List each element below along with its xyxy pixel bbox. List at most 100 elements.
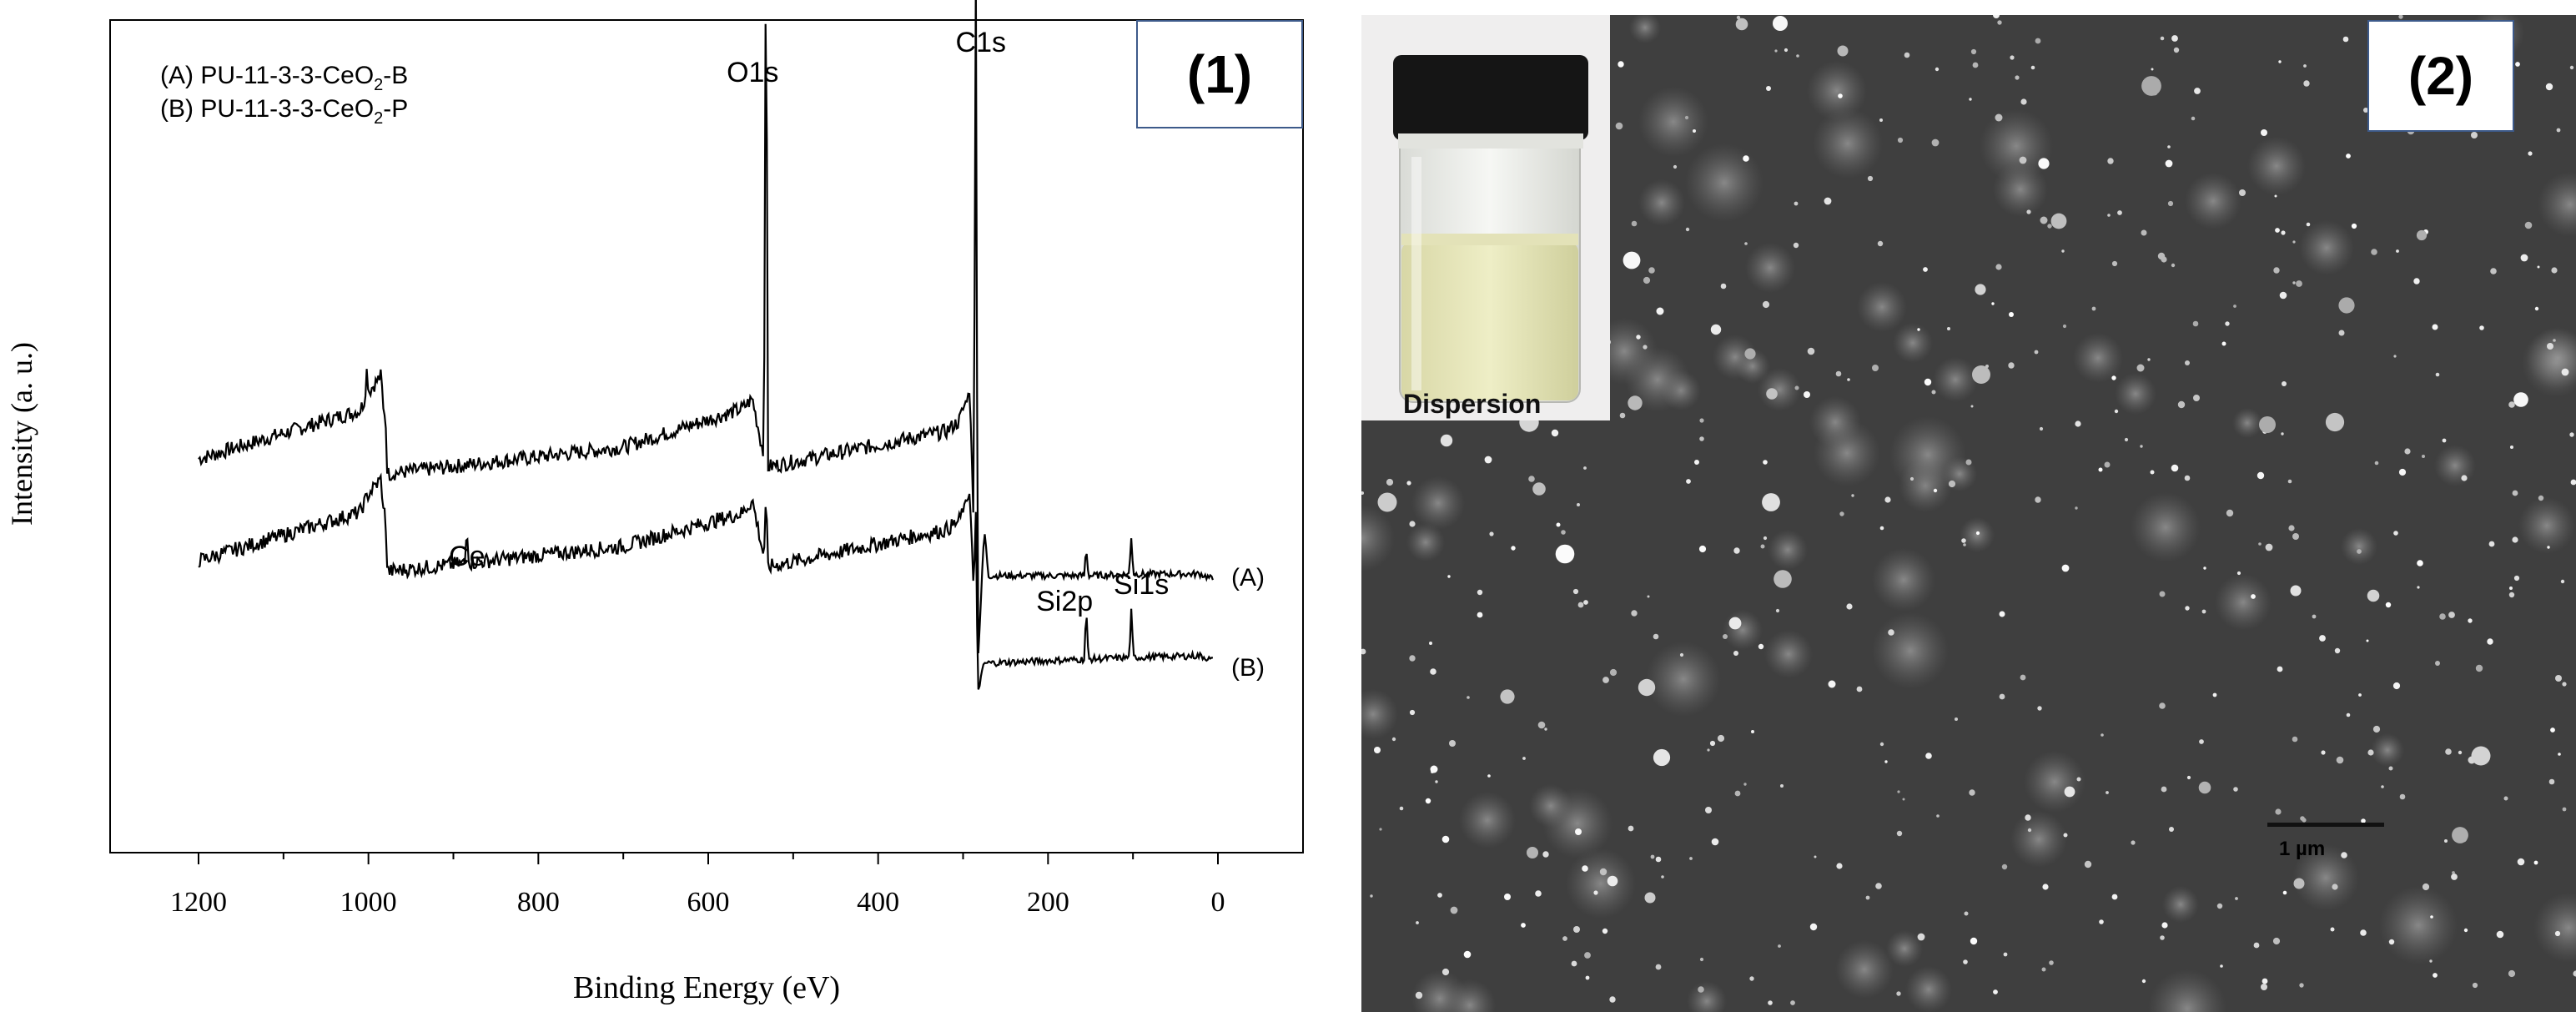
particle	[2185, 360, 2190, 365]
x-tick-label-400: 400	[857, 887, 899, 918]
particle	[2171, 464, 2179, 472]
particle	[1970, 937, 1978, 945]
particle	[1415, 991, 1423, 999]
particle-halo	[2131, 492, 2201, 562]
particle	[2091, 306, 2096, 311]
particle	[1655, 964, 1662, 970]
particle	[1521, 923, 1526, 928]
particle	[2030, 65, 2035, 70]
particle-halo	[1942, 456, 1977, 491]
particle	[2063, 833, 2068, 838]
particle	[2319, 635, 2326, 642]
particle	[2159, 702, 2166, 709]
particle	[2393, 531, 2398, 536]
particle	[1467, 696, 1470, 699]
particle	[1963, 543, 1966, 546]
particle	[2372, 725, 2381, 733]
particle	[2550, 728, 2555, 733]
particle	[2545, 83, 2553, 91]
particle	[1429, 642, 1432, 645]
particle	[1447, 575, 1451, 578]
xps-spectrum-panel: 1200 1000 800 600 400 200 0 Binding Energy (eV)…	[5, 0, 1304, 1005]
particle	[2251, 594, 2256, 599]
particle	[2076, 777, 2081, 782]
particle	[2184, 475, 2191, 481]
particle-halo	[1764, 630, 1813, 678]
particle	[2203, 566, 2206, 570]
particle-halo	[1993, 162, 2048, 217]
particle	[2236, 571, 2241, 576]
particle	[1835, 370, 1842, 377]
particle	[1778, 944, 1781, 948]
particle	[2547, 546, 2550, 549]
particle	[2027, 828, 2032, 833]
particle-halo	[1872, 548, 1935, 612]
particle	[1780, 784, 1784, 788]
particle	[2573, 970, 2576, 977]
particle	[1760, 544, 1765, 549]
particle	[1551, 429, 1559, 437]
particle	[2302, 818, 2307, 823]
particle-halo	[1459, 792, 1516, 848]
particle	[1751, 730, 1754, 733]
particle	[2342, 36, 2349, 43]
particle	[2435, 661, 2440, 666]
particle	[2569, 432, 2574, 437]
particle	[1406, 481, 1411, 486]
particle	[2458, 750, 2463, 755]
particle	[1856, 686, 1863, 692]
particle	[1711, 838, 1719, 846]
particle	[1619, 412, 1626, 419]
particle	[1872, 365, 1879, 371]
particle	[1631, 610, 1638, 617]
particle	[2192, 320, 2199, 327]
particle	[1965, 459, 1972, 466]
particle	[1599, 868, 1607, 876]
particle	[1643, 276, 1651, 284]
particle	[1441, 968, 1450, 976]
particle	[2517, 858, 2525, 866]
particle	[2160, 935, 2165, 940]
particle	[2151, 68, 2154, 71]
particle	[1838, 93, 1843, 98]
particle	[1865, 895, 1870, 900]
particle	[1743, 783, 1747, 786]
particle	[2508, 592, 2515, 598]
particle	[1430, 765, 1438, 773]
particle	[2448, 612, 2455, 618]
particle	[2140, 445, 2143, 448]
particle	[2157, 252, 2166, 260]
particle	[2020, 98, 2027, 105]
particle	[1615, 122, 1623, 130]
particle	[2435, 372, 2440, 377]
particle-halo	[2010, 811, 2067, 868]
particle	[2281, 230, 2286, 235]
particle	[1693, 129, 1696, 133]
particle	[2098, 467, 2103, 472]
particle	[2101, 733, 2104, 737]
particle	[2513, 575, 2520, 582]
particle	[1399, 806, 1404, 811]
particle	[2015, 75, 2020, 80]
particle	[2512, 536, 2518, 543]
particle-halo	[1872, 612, 1949, 689]
particle	[2538, 495, 2544, 501]
particle	[1972, 365, 1990, 384]
particle	[2361, 818, 2366, 823]
vial-illustration	[1361, 15, 1610, 420]
particle	[1736, 15, 1741, 20]
particle-halo	[2148, 969, 2226, 1012]
particle	[2338, 297, 2355, 314]
particle	[2099, 919, 2104, 924]
particle	[1374, 747, 1381, 753]
particle	[1655, 856, 1662, 863]
particle-halo	[1857, 282, 1907, 332]
particle	[2220, 964, 2223, 968]
particle	[2075, 506, 2078, 510]
particle	[2239, 189, 2246, 196]
y-axis-label: Intensity (a. u.)	[5, 342, 38, 526]
particle	[1689, 857, 1693, 860]
plot-frame	[109, 19, 1304, 853]
particle	[2551, 267, 2558, 274]
particle	[2321, 750, 2326, 755]
